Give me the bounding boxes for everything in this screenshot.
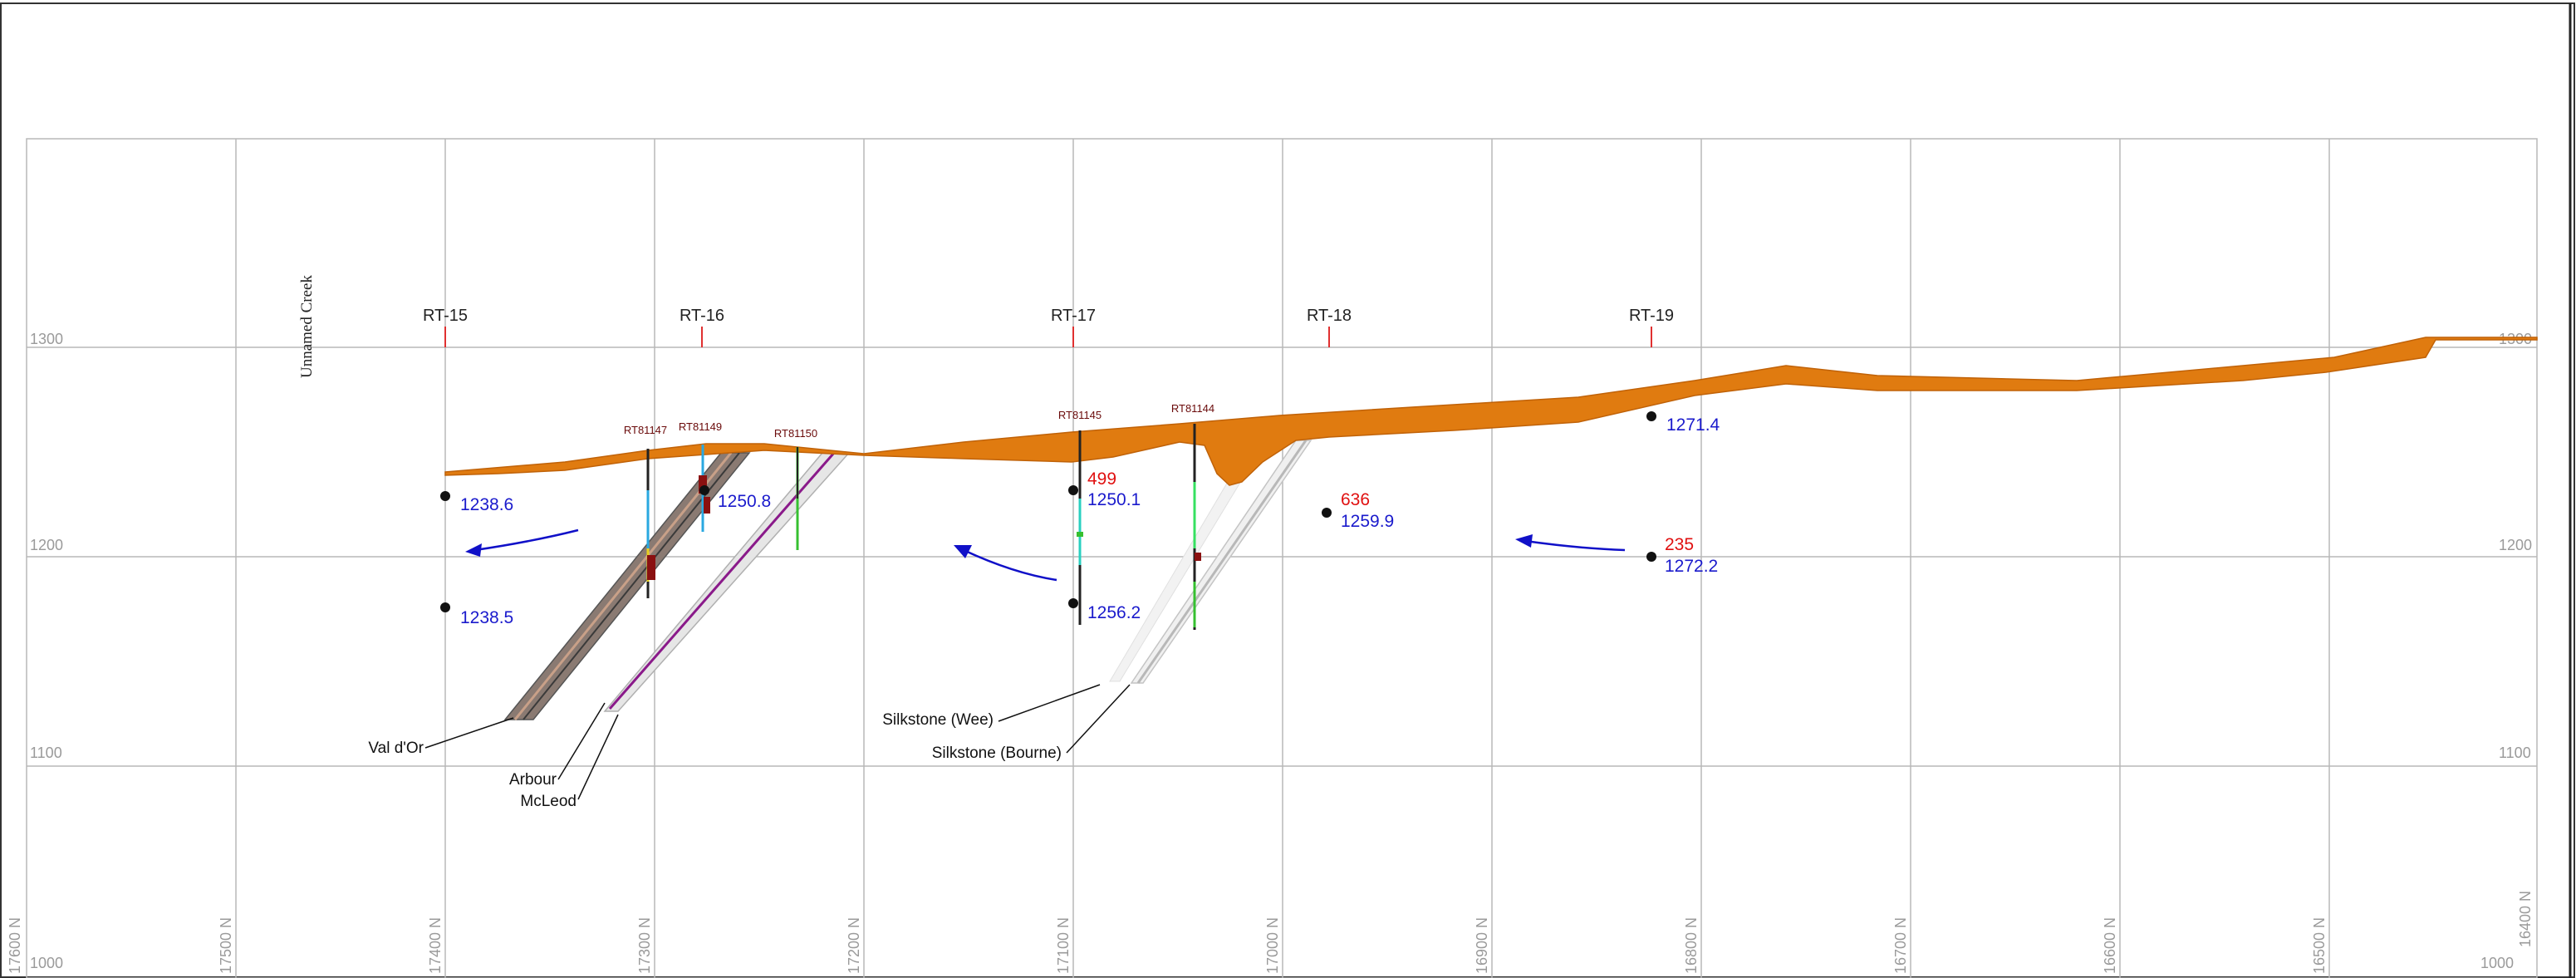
red-value: 636 <box>1341 490 1370 509</box>
flow-arrow-icon <box>1515 534 1626 552</box>
overburden-layer <box>444 337 2538 486</box>
head-value: 1238.6 <box>460 495 513 514</box>
unit-label-val-dor: Val d'Or <box>368 740 424 757</box>
head-value: 1271.4 <box>1666 415 1720 435</box>
drillhole-intercept <box>647 555 655 580</box>
drillhole-intercept <box>699 475 707 494</box>
rt-label-15: RT-15 <box>423 307 468 325</box>
northing-label: 17100 N <box>1055 917 1072 974</box>
well-point <box>1646 411 1656 421</box>
well-point <box>440 491 450 501</box>
head-value: 1250.1 <box>1087 490 1141 509</box>
flow-arrow-icon <box>954 545 1057 582</box>
northing-label: 16700 N <box>1892 917 1909 974</box>
well-point <box>440 602 450 612</box>
northing-labels: 17600 N 17500 N 17400 N 17300 N 17200 N … <box>7 891 2534 974</box>
head-value: 1250.8 <box>718 492 771 511</box>
head-value: 1259.9 <box>1341 512 1394 531</box>
creek-label: Unnamed Creek <box>298 275 316 378</box>
drillholes <box>646 424 1201 630</box>
flow-arrows <box>465 528 1626 582</box>
rt-label-18: RT-18 <box>1307 307 1352 325</box>
drillhole-intercept <box>704 497 710 514</box>
elev-label-1200-right: 1200 <box>2499 537 2532 553</box>
well-point <box>1068 598 1078 608</box>
elev-label-1000-left: 1000 <box>30 955 63 971</box>
well-point <box>1068 485 1078 495</box>
unit-label-silkstone-bourne: Silkstone (Bourne) <box>932 745 1062 762</box>
head-value: 1272.2 <box>1665 557 1718 576</box>
rt-markers: RT-15 RT-16 RT-17 RT-18 RT-19 <box>423 307 1674 347</box>
elevation-labels: 1300 1300 1200 1200 1100 1100 1000 1000 <box>30 331 2532 971</box>
head-value: 1238.5 <box>460 608 513 627</box>
unit-label-arbour: Arbour <box>509 771 557 789</box>
drillhole-label: RT81145 <box>1058 409 1102 421</box>
northing-label: 16600 N <box>2102 917 2118 974</box>
rt-label-19: RT-19 <box>1629 307 1674 325</box>
well-point <box>1322 508 1332 518</box>
northing-label: 16400 N <box>2517 891 2534 947</box>
red-values: 499 636 235 <box>1087 469 1694 554</box>
northing-label: 17000 N <box>1264 917 1281 974</box>
elev-label-1000-right: 1000 <box>2480 955 2514 971</box>
drillhole-labels: RT81147 RT81149 RT81150 RT81145 RT81144 <box>624 402 1214 440</box>
drillhole-label: RT81144 <box>1171 402 1214 415</box>
well-point <box>1646 552 1656 562</box>
flow-arrow-icon <box>465 528 579 557</box>
elev-label-1200-left: 1200 <box>30 537 63 553</box>
val-dor-unit <box>503 452 751 720</box>
red-value: 235 <box>1665 535 1694 554</box>
northing-label: 16500 N <box>2311 917 2328 974</box>
northing-label: 17500 N <box>218 917 234 974</box>
elev-label-1100-right: 1100 <box>2499 745 2531 761</box>
leader-lines <box>424 684 1131 800</box>
northing-label: 16800 N <box>1683 917 1700 974</box>
well-points <box>440 411 1656 612</box>
head-value: 1256.2 <box>1087 603 1141 622</box>
drillhole-label: RT81149 <box>679 420 722 433</box>
drillhole-label: RT81147 <box>624 424 667 436</box>
elev-label-1300-left: 1300 <box>30 331 63 347</box>
grid <box>26 138 2538 978</box>
northing-label: 17600 N <box>7 917 23 974</box>
silkstone-wee-unit <box>1109 453 1259 682</box>
well-point <box>699 485 709 495</box>
rt-label-16: RT-16 <box>680 307 724 325</box>
northing-label: 16900 N <box>1474 917 1490 974</box>
unit-label-silkstone-wee: Silkstone (Wee) <box>882 711 994 729</box>
unit-labels: Val d'Or Arbour McLeod Silkstone (Wee) S… <box>368 711 1062 810</box>
elev-label-1100-left: 1100 <box>30 745 62 761</box>
head-values: 1238.6 1238.5 1250.8 1250.1 1256.2 1259.… <box>460 415 1720 627</box>
red-value: 499 <box>1087 469 1116 489</box>
unit-label-mcleod: McLeod <box>520 793 577 810</box>
dipping-units <box>503 440 1313 720</box>
northing-label: 17200 N <box>846 917 862 974</box>
rt-label-17: RT-17 <box>1051 307 1096 325</box>
northing-label: 17400 N <box>427 917 444 974</box>
drillhole-label: RT81150 <box>774 427 817 440</box>
northing-label: 17300 N <box>636 917 653 974</box>
